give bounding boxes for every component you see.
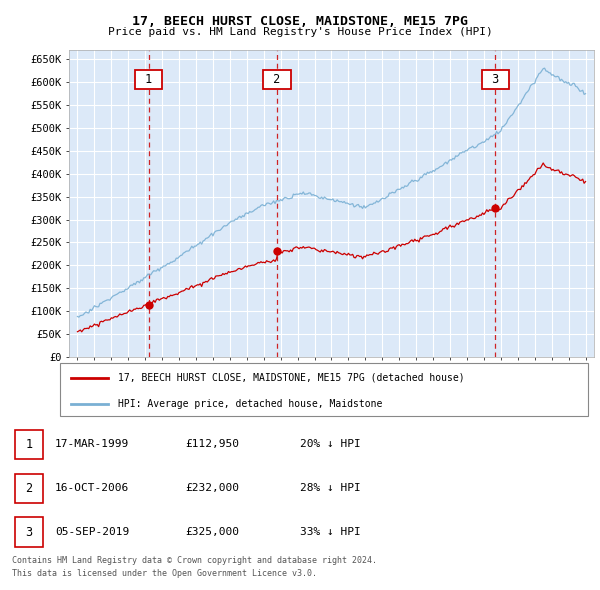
Text: Price paid vs. HM Land Registry's House Price Index (HPI): Price paid vs. HM Land Registry's House … bbox=[107, 27, 493, 37]
Text: Contains HM Land Registry data © Crown copyright and database right 2024.: Contains HM Land Registry data © Crown c… bbox=[12, 556, 377, 565]
Text: 28% ↓ HPI: 28% ↓ HPI bbox=[300, 483, 361, 493]
Text: 3: 3 bbox=[485, 73, 506, 86]
Text: 33% ↓ HPI: 33% ↓ HPI bbox=[300, 527, 361, 537]
Text: 1: 1 bbox=[138, 73, 160, 86]
Text: 17, BEECH HURST CLOSE, MAIDSTONE, ME15 7PG (detached house): 17, BEECH HURST CLOSE, MAIDSTONE, ME15 7… bbox=[118, 373, 465, 383]
FancyBboxPatch shape bbox=[15, 474, 43, 503]
FancyBboxPatch shape bbox=[60, 363, 588, 416]
Text: 2: 2 bbox=[266, 73, 288, 86]
Text: £232,000: £232,000 bbox=[185, 483, 239, 493]
Text: This data is licensed under the Open Government Licence v3.0.: This data is licensed under the Open Gov… bbox=[12, 569, 317, 578]
Text: 20% ↓ HPI: 20% ↓ HPI bbox=[300, 440, 361, 450]
Text: 1: 1 bbox=[25, 438, 32, 451]
Text: 2: 2 bbox=[25, 481, 32, 495]
Text: £112,950: £112,950 bbox=[185, 440, 239, 450]
FancyBboxPatch shape bbox=[15, 517, 43, 546]
Text: 17-MAR-1999: 17-MAR-1999 bbox=[55, 440, 130, 450]
FancyBboxPatch shape bbox=[15, 430, 43, 459]
Text: £325,000: £325,000 bbox=[185, 527, 239, 537]
Text: 17, BEECH HURST CLOSE, MAIDSTONE, ME15 7PG: 17, BEECH HURST CLOSE, MAIDSTONE, ME15 7… bbox=[132, 15, 468, 28]
Text: HPI: Average price, detached house, Maidstone: HPI: Average price, detached house, Maid… bbox=[118, 399, 382, 409]
Text: 05-SEP-2019: 05-SEP-2019 bbox=[55, 527, 130, 537]
Text: 3: 3 bbox=[25, 526, 32, 539]
Text: 16-OCT-2006: 16-OCT-2006 bbox=[55, 483, 130, 493]
